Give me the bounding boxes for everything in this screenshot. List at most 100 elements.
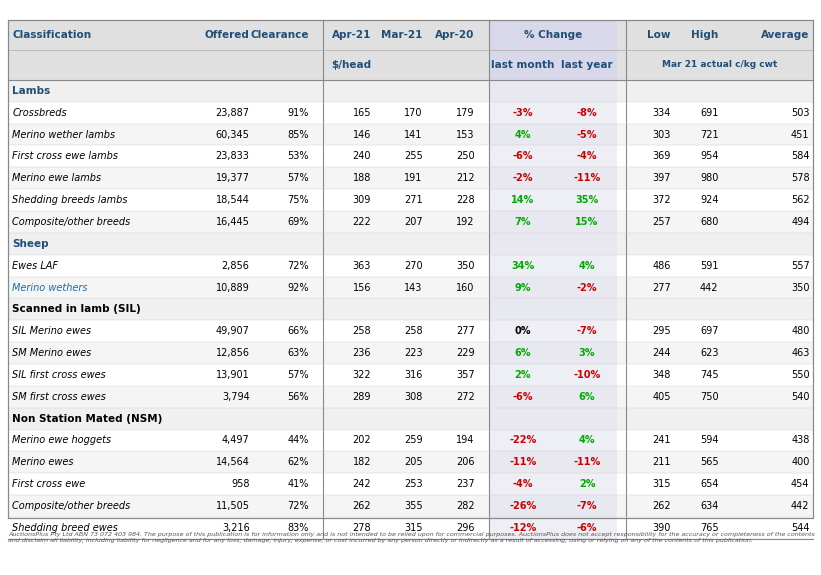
Text: 250: 250 [456, 151, 475, 162]
Bar [8, 277, 813, 298]
Text: 494: 494 [791, 217, 810, 227]
Text: 486: 486 [653, 260, 671, 271]
Bar [489, 320, 617, 342]
Text: 72%: 72% [287, 501, 309, 511]
Text: 57%: 57% [287, 370, 309, 380]
Text: 12,856: 12,856 [216, 348, 250, 358]
Text: 165: 165 [352, 108, 371, 118]
Text: Merino ewes: Merino ewes [12, 457, 74, 467]
Text: 765: 765 [699, 523, 718, 533]
Text: 438: 438 [791, 435, 810, 446]
Text: -11%: -11% [509, 457, 537, 467]
Text: 19,377: 19,377 [216, 173, 250, 183]
Text: 750: 750 [699, 392, 718, 402]
Text: 242: 242 [352, 479, 371, 489]
Text: 451: 451 [791, 129, 810, 140]
Text: 56%: 56% [287, 392, 309, 402]
Text: 240: 240 [352, 151, 371, 162]
Text: 454: 454 [791, 479, 810, 489]
Text: 60,345: 60,345 [216, 129, 250, 140]
Text: 9%: 9% [515, 282, 531, 293]
Text: 680: 680 [700, 217, 718, 227]
Text: 584: 584 [791, 151, 810, 162]
Text: -7%: -7% [577, 326, 597, 336]
Bar [8, 80, 813, 102]
Text: Low: Low [647, 30, 671, 40]
Text: 503: 503 [791, 108, 810, 118]
Text: -12%: -12% [509, 523, 537, 533]
Text: 57%: 57% [287, 173, 309, 183]
Text: Shedding breeds lambs: Shedding breeds lambs [12, 195, 128, 205]
Text: 278: 278 [352, 523, 371, 533]
Text: 170: 170 [404, 108, 423, 118]
Text: Lambs: Lambs [12, 86, 51, 96]
Text: Offered: Offered [204, 30, 250, 40]
Text: 160: 160 [456, 282, 475, 293]
Bar [8, 20, 813, 518]
Text: $/head: $/head [331, 60, 371, 70]
Text: 3%: 3% [579, 348, 595, 358]
Text: 315: 315 [404, 523, 423, 533]
Text: last year: last year [562, 60, 612, 70]
Bar [489, 145, 617, 167]
Bar [489, 211, 617, 233]
Text: 23,833: 23,833 [216, 151, 250, 162]
Bar [489, 364, 617, 386]
Bar [489, 102, 617, 124]
Text: 10,889: 10,889 [216, 282, 250, 293]
Text: 442: 442 [699, 282, 718, 293]
Bar [8, 167, 813, 189]
Text: Merino ewe lambs: Merino ewe lambs [12, 173, 102, 183]
Bar [8, 298, 813, 320]
Text: 721: 721 [699, 129, 718, 140]
Text: 289: 289 [352, 392, 371, 402]
Text: 480: 480 [791, 326, 810, 336]
Text: 222: 222 [352, 217, 371, 227]
Text: 6%: 6% [579, 392, 595, 402]
Bar [8, 124, 813, 145]
Text: 34%: 34% [511, 260, 534, 271]
Text: SM first cross ewes: SM first cross ewes [12, 392, 106, 402]
Text: Sheep: Sheep [12, 239, 49, 249]
Bar [8, 255, 813, 277]
Text: 348: 348 [653, 370, 671, 380]
Text: 194: 194 [456, 435, 475, 446]
Text: 258: 258 [404, 326, 423, 336]
Text: -7%: -7% [577, 501, 597, 511]
Text: 62%: 62% [287, 457, 309, 467]
Bar [8, 320, 813, 342]
Text: 237: 237 [456, 479, 475, 489]
Text: 6%: 6% [515, 348, 531, 358]
Text: 350: 350 [791, 282, 810, 293]
Bar [8, 408, 813, 430]
Text: 262: 262 [652, 501, 671, 511]
Text: SM Merino ewes: SM Merino ewes [12, 348, 92, 358]
Text: SIL first cross ewes: SIL first cross ewes [12, 370, 106, 380]
Bar [489, 495, 617, 517]
Text: 277: 277 [652, 282, 671, 293]
Text: Non Station Mated (NSM): Non Station Mated (NSM) [12, 413, 163, 424]
Text: 3,794: 3,794 [222, 392, 250, 402]
Text: 69%: 69% [287, 217, 309, 227]
Text: 179: 179 [456, 108, 475, 118]
Text: 390: 390 [653, 523, 671, 533]
Text: -6%: -6% [513, 392, 533, 402]
Text: -6%: -6% [513, 151, 533, 162]
Text: 205: 205 [404, 457, 423, 467]
Text: 23,887: 23,887 [216, 108, 250, 118]
Bar [489, 342, 617, 364]
Text: 540: 540 [791, 392, 810, 402]
Text: 236: 236 [352, 348, 371, 358]
Text: 259: 259 [404, 435, 423, 446]
Text: 49,907: 49,907 [216, 326, 250, 336]
Text: 41%: 41% [287, 479, 309, 489]
Text: 156: 156 [352, 282, 371, 293]
Text: 355: 355 [404, 501, 423, 511]
Bar [489, 386, 617, 408]
Text: 2%: 2% [515, 370, 531, 380]
Text: 372: 372 [652, 195, 671, 205]
Text: Clearance: Clearance [250, 30, 309, 40]
Text: -5%: -5% [577, 129, 597, 140]
Bar [489, 50, 617, 80]
Text: 578: 578 [791, 173, 810, 183]
